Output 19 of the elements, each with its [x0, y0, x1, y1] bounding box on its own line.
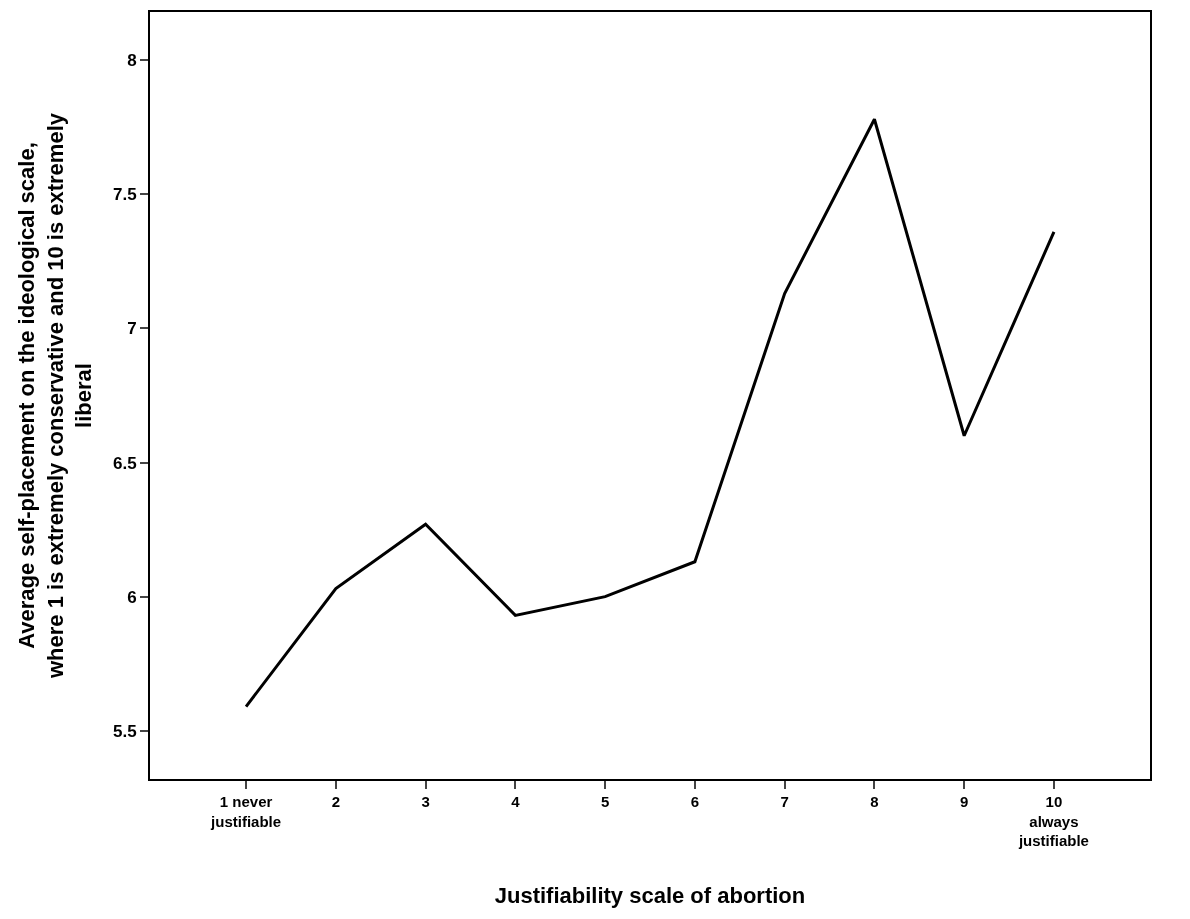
x-tick-label: 3: [421, 793, 430, 810]
x-tick-label: 9: [960, 793, 969, 810]
y-tick-label: 7.5: [112, 185, 137, 205]
x-tick-label: 1 never justifiable: [210, 793, 282, 830]
x-tick-label: 8: [870, 793, 879, 810]
x-tick-label: 4: [511, 793, 521, 810]
y-tick-label: 6: [127, 587, 137, 607]
y-tick-label: 8: [127, 51, 137, 71]
x-tick-label: 7: [780, 793, 789, 810]
x-tick-label: 5: [600, 793, 610, 810]
x-tick-label: 2: [331, 793, 340, 810]
y-tick-label: 7: [127, 319, 137, 339]
line-series: [244, 117, 1056, 709]
y-tick-label: 6.5: [112, 453, 137, 473]
x-tick-label: 10 always justifiable: [1017, 793, 1089, 849]
y-tick-label: 5.5: [112, 721, 137, 741]
x-axis-title: Justifiability scale of abortion: [494, 883, 806, 909]
y-axis-title: Average self-placement on the ideological scale, where 1 is extremely conservative and 10 is extremely liberal: [14, 112, 97, 679]
x-tick-label: 6: [690, 793, 700, 810]
